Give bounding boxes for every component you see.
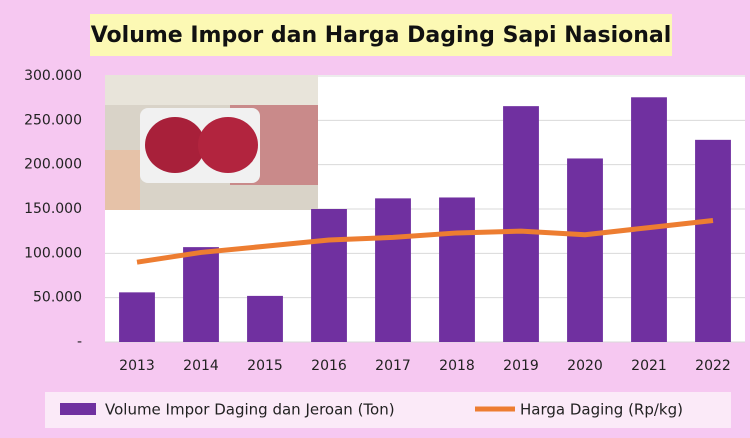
- legend-swatch: [60, 403, 96, 415]
- bar: [183, 247, 219, 342]
- bar: [631, 97, 667, 342]
- photo-steak: [145, 117, 205, 173]
- x-tick-label: 2019: [503, 358, 539, 374]
- bar: [567, 158, 603, 342]
- x-tick-label: 2018: [439, 358, 475, 374]
- x-tick-label: 2022: [695, 358, 731, 374]
- photo: [105, 75, 318, 210]
- bar: [119, 292, 155, 342]
- x-tick-label: 2016: [311, 358, 347, 374]
- chart: Volume Impor dan Harga Daging Sapi Nasio…: [0, 0, 750, 438]
- bar: [695, 140, 731, 342]
- legend-label: Volume Impor Daging dan Jeroan (Ton): [105, 401, 395, 419]
- y-tick-label: 200.000: [24, 157, 82, 173]
- bar: [439, 197, 475, 342]
- y-tick-label: 100.000: [24, 245, 82, 261]
- y-tick-label: 300.000: [24, 68, 82, 84]
- y-tick-label: 250.000: [24, 112, 82, 128]
- bar: [311, 209, 347, 342]
- x-tick-label: 2015: [247, 358, 283, 374]
- bar: [503, 106, 539, 342]
- legend: Volume Impor Daging dan Jeroan (Ton) Harg…: [60, 401, 683, 419]
- x-tick-label: 2021: [631, 358, 667, 374]
- photo-shelf: [105, 75, 318, 105]
- photo-hand: [105, 150, 140, 210]
- x-tick-label: 2017: [375, 358, 411, 374]
- photo-steak: [198, 117, 258, 173]
- y-tick-label: 50.000: [33, 290, 82, 306]
- bar: [247, 296, 283, 342]
- y-tick-label: -: [77, 334, 82, 350]
- x-tick-label: 2014: [183, 358, 219, 374]
- legend-label: Harga Daging (Rp/kg): [520, 401, 683, 419]
- bar: [375, 198, 411, 342]
- x-tick-label: 2020: [567, 358, 603, 374]
- y-tick-label: 150.000: [24, 201, 82, 217]
- chart-title: Volume Impor dan Harga Daging Sapi Nasio…: [91, 23, 672, 48]
- x-tick-label: 2013: [119, 358, 155, 374]
